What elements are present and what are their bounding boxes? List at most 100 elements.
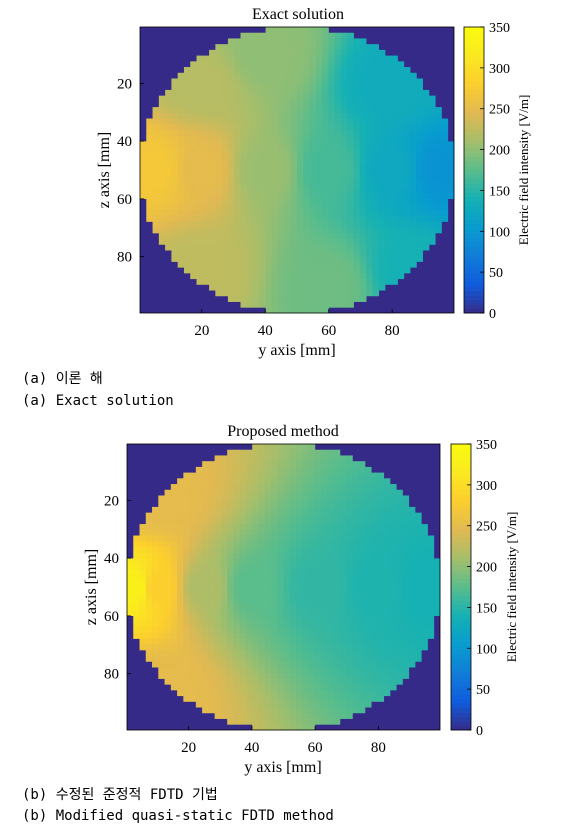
heatmap-cell — [347, 301, 354, 308]
heatmap-cell — [252, 701, 259, 708]
heatmap-cell — [270, 632, 278, 639]
heatmap-cell — [359, 295, 367, 302]
heatmap-cell — [321, 649, 328, 657]
heatmap-cell — [246, 232, 254, 240]
heatmap-cell — [195, 575, 203, 582]
heatmap-cell — [384, 101, 392, 108]
heatmap-cell — [297, 232, 304, 240]
heatmap-cell — [245, 627, 253, 634]
heatmap-cell — [195, 546, 203, 554]
heatmap-cell — [283, 644, 291, 651]
heatmap-cell — [165, 238, 172, 245]
heatmap-cell — [183, 649, 190, 657]
heatmap-cell — [435, 158, 442, 165]
heatmap-cell — [259, 67, 266, 74]
heatmap-cell — [245, 701, 253, 708]
heatmap-cell — [308, 552, 316, 559]
heatmap-cell — [277, 472, 284, 479]
heatmap-cell — [158, 535, 165, 542]
heatmap-cell — [214, 546, 222, 554]
heatmap-cell — [441, 118, 449, 125]
heatmap-cell — [321, 587, 328, 594]
heatmap-cell — [303, 61, 310, 68]
heatmap-cell — [189, 661, 197, 668]
heatmap-cell — [177, 112, 185, 119]
heatmap-cell — [359, 67, 367, 74]
heatmap-cell — [215, 55, 223, 62]
heatmap-cell — [277, 455, 284, 462]
heatmap-cell — [346, 598, 353, 605]
heatmap-cell — [296, 604, 303, 611]
heatmap-cell — [309, 152, 317, 159]
heatmap-cell — [383, 627, 391, 634]
heatmap-cell — [427, 615, 435, 622]
heatmap-cell — [170, 564, 178, 571]
heatmap-cell — [314, 712, 322, 719]
heatmap-cell — [195, 472, 203, 479]
heatmap-cell — [283, 472, 291, 479]
heatmap-cell — [302, 552, 309, 559]
heatmap-cell — [139, 609, 147, 616]
heatmap-cell — [189, 569, 197, 576]
heatmap-cell — [377, 501, 385, 508]
heatmap-cell — [220, 604, 228, 611]
heatmap-cell — [353, 38, 361, 45]
heatmap-cell — [271, 295, 279, 302]
heatmap-cell — [177, 187, 185, 194]
heatmap-cell — [202, 107, 210, 114]
heatmap-cell — [328, 204, 336, 211]
heatmap-cell — [289, 512, 297, 519]
heatmap-cell — [303, 118, 310, 125]
heatmap-cell — [252, 718, 259, 725]
heatmap-cell — [416, 152, 423, 159]
heatmap-cell — [378, 55, 386, 62]
heatmap-cell — [346, 707, 353, 714]
heatmap-cell — [220, 712, 228, 719]
heatmap-cell — [314, 701, 322, 708]
heatmap-cell — [366, 129, 373, 137]
heatmap-cell — [253, 49, 260, 56]
heatmap-cell — [402, 581, 410, 588]
heatmap-cell — [227, 472, 234, 479]
heatmap-cell — [377, 655, 385, 662]
heatmap-cell — [233, 489, 241, 496]
colorbar-segment — [464, 308, 484, 314]
heatmap-cell — [283, 684, 291, 691]
heatmap-cell — [314, 707, 322, 714]
heatmap-cell — [314, 495, 322, 502]
heatmap-cell — [397, 164, 405, 171]
heatmap-cell — [339, 587, 347, 594]
heatmap-cell — [396, 632, 403, 639]
colorbar-segment — [451, 698, 471, 704]
heatmap-cell — [221, 78, 229, 85]
heatmap-cell — [359, 84, 367, 91]
heatmap-cell — [383, 529, 391, 536]
heatmap-cell — [284, 67, 292, 74]
heatmap-cell — [383, 495, 391, 502]
heatmap-cell — [265, 267, 273, 274]
heatmap-cell — [359, 181, 367, 188]
heatmap-cell — [145, 529, 153, 536]
heatmap-cell — [377, 564, 385, 571]
heatmap-cell — [346, 621, 353, 628]
heatmap-cell — [246, 129, 254, 137]
heatmap-cell — [366, 147, 373, 154]
heatmap-cell — [284, 192, 292, 199]
heatmap-cell — [271, 175, 279, 182]
heatmap-cell — [227, 267, 235, 274]
heatmap-cell — [296, 644, 303, 651]
heatmap-cell — [352, 512, 360, 519]
heatmap-cell — [289, 541, 297, 548]
heatmap-cell — [277, 632, 284, 639]
heatmap-cell — [264, 684, 272, 691]
heatmap-cell — [245, 621, 253, 628]
heatmap-cell — [347, 112, 354, 119]
heatmap-cell — [278, 72, 285, 79]
x-tick-label: 80 — [371, 740, 386, 756]
heatmap-cell — [195, 684, 203, 691]
heatmap-cell — [265, 78, 273, 85]
heatmap-cell — [297, 152, 304, 159]
heatmap-cell — [209, 278, 216, 285]
heatmap-cell — [183, 689, 190, 697]
heatmap-cell — [340, 95, 348, 102]
